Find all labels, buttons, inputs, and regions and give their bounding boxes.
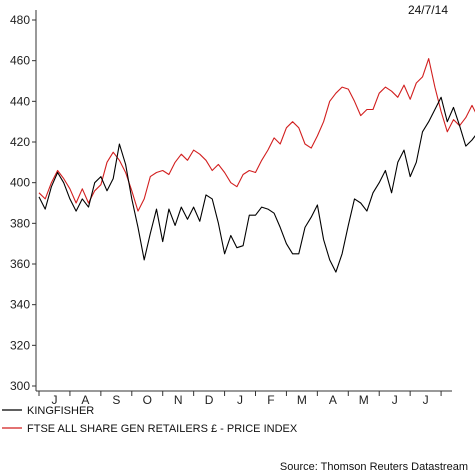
- y-tick-label: 460: [10, 54, 30, 68]
- y-axis: 300 320 340 360 380 400 420 440 460 480: [10, 13, 36, 393]
- y-tick-label: 420: [10, 135, 30, 149]
- x-tick-label: N: [174, 393, 183, 407]
- y-tick-label: 480: [10, 13, 30, 27]
- x-tick-label: D: [205, 393, 214, 407]
- x-tick-label: J: [392, 393, 398, 407]
- y-tick-label: 340: [10, 298, 30, 312]
- x-tick-label: O: [143, 393, 152, 407]
- y-tick-label: 300: [10, 379, 30, 393]
- x-tick-label: A: [329, 393, 337, 407]
- x-tick-label: J: [423, 393, 429, 407]
- series-layer: [38, 58, 475, 273]
- x-tick-label: J: [51, 393, 57, 407]
- x-tick-label: A: [81, 393, 89, 407]
- chart-date-label: 24/7/14: [408, 3, 448, 17]
- source-note: Source: Thomson Reuters Datastream: [280, 461, 468, 473]
- x-tick-label: M: [359, 393, 369, 407]
- y-tick-label: 360: [10, 257, 30, 271]
- y-tick-label: 440: [10, 94, 30, 108]
- series-line-kingfisher: [38, 96, 475, 273]
- legend-label: KINGFISHER: [27, 405, 94, 417]
- series-line-ftse-gen-retailers: [38, 58, 475, 212]
- x-tick-label: F: [267, 393, 274, 407]
- x-tick-label: S: [112, 393, 120, 407]
- y-tick-label: 380: [10, 216, 30, 230]
- legend-label: FTSE ALL SHARE GEN RETAILERS £ - PRICE I…: [27, 423, 298, 435]
- legend: KINGFISHER FTSE ALL SHARE GEN RETAILERS £…: [2, 405, 298, 435]
- x-tick-label: J: [237, 393, 243, 407]
- y-tick-label: 320: [10, 338, 30, 352]
- x-tick-label: M: [297, 393, 307, 407]
- y-tick-label: 400: [10, 176, 30, 190]
